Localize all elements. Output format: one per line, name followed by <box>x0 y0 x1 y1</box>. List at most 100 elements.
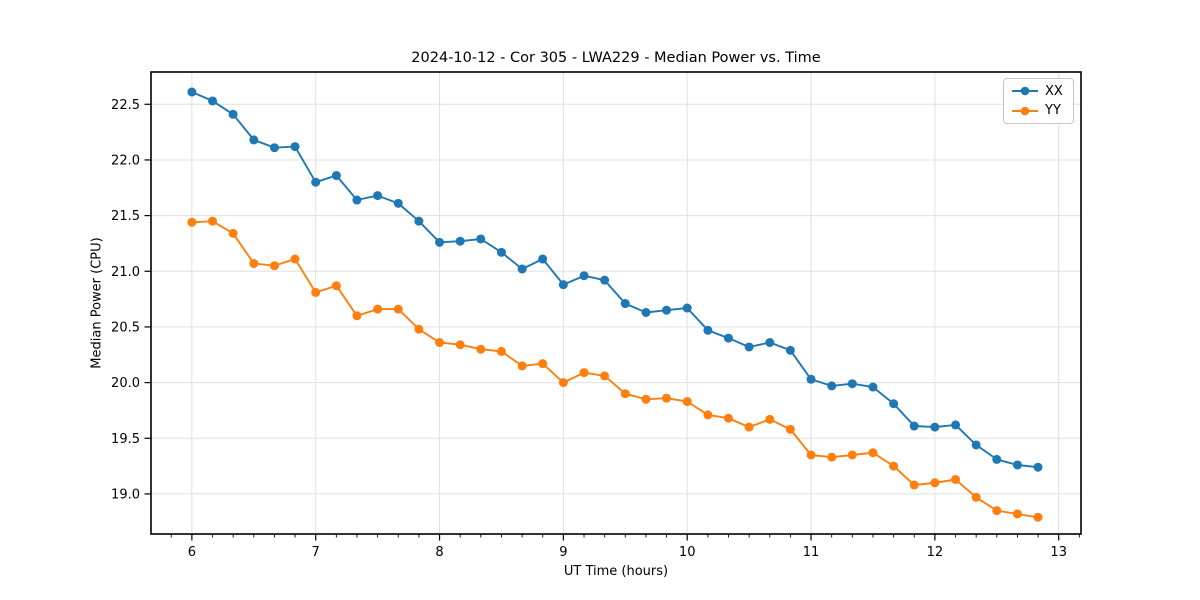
series-point-xx <box>951 420 961 430</box>
series-point-yy <box>620 389 630 399</box>
series-point-xx <box>352 195 362 205</box>
x-tick-label: 13 <box>1050 545 1067 560</box>
series-point-xx <box>847 379 857 389</box>
y-tick-label: 21.5 <box>111 209 140 224</box>
axes-frame <box>150 71 1082 535</box>
series-point-yy <box>600 371 610 381</box>
chart-title: 2024-10-12 - Cor 305 - LWA229 - Median P… <box>411 50 821 66</box>
y-tick-label: 20.5 <box>111 320 140 335</box>
series-point-yy <box>889 461 899 471</box>
legend-swatch-yy-icon <box>1012 106 1038 116</box>
series-point-xx <box>414 216 424 226</box>
series-point-yy <box>455 340 465 350</box>
series-point-yy <box>868 448 878 458</box>
x-tick-label: 7 <box>312 545 320 560</box>
series-point-yy <box>992 506 1002 516</box>
series-point-xx <box>930 422 940 432</box>
series-point-yy <box>951 474 961 484</box>
series-line-xx <box>191 91 1039 469</box>
series-point-xx <box>1012 460 1022 470</box>
series-point-yy <box>414 324 424 334</box>
series-point-yy <box>703 410 713 420</box>
series-point-yy <box>827 452 837 462</box>
series-point-xx <box>785 345 795 355</box>
series-point-xx <box>992 454 1002 464</box>
y-tick-label: 21.0 <box>111 265 140 280</box>
legend-swatch-xx-icon <box>1012 86 1038 96</box>
y-tick-label: 22.5 <box>111 98 140 113</box>
series-point-xx <box>827 381 837 391</box>
series-point-yy <box>785 424 795 434</box>
series-point-xx <box>208 96 218 106</box>
series-point-yy <box>723 413 733 423</box>
series-point-xx <box>620 299 630 309</box>
legend-item-xx: XX <box>1011 83 1066 100</box>
series-point-xx <box>723 333 733 343</box>
series-point-yy <box>1012 509 1022 519</box>
series-point-yy <box>558 378 568 388</box>
series-point-yy <box>909 480 919 490</box>
series-point-yy <box>765 414 775 424</box>
series-point-yy <box>806 450 816 460</box>
series-point-yy <box>476 344 486 354</box>
series-point-yy <box>373 304 383 314</box>
series-point-xx <box>744 342 754 352</box>
series-point-yy <box>496 346 506 356</box>
series-point-yy <box>744 422 754 432</box>
series-point-xx <box>373 191 383 201</box>
series-point-xx <box>228 109 238 119</box>
legend-label-yy: YY <box>1045 103 1061 119</box>
series-point-xx <box>538 254 548 264</box>
x-tick-label: 10 <box>679 545 696 560</box>
series-point-xx <box>496 247 506 257</box>
legend: XX YY <box>1003 78 1074 124</box>
series-point-xx <box>269 143 279 153</box>
series-point-xx <box>290 142 300 152</box>
series-point-xx <box>889 399 899 409</box>
series-point-yy <box>579 368 589 378</box>
x-tick-label: 8 <box>435 545 443 560</box>
series-point-xx <box>311 177 321 187</box>
series-point-yy <box>1033 512 1043 522</box>
series-point-yy <box>517 361 527 371</box>
series-point-xx <box>249 135 259 145</box>
y-tick-label: 20.0 <box>111 376 140 391</box>
series-point-yy <box>331 281 341 291</box>
series-point-yy <box>249 258 259 268</box>
series-point-yy <box>352 311 362 321</box>
series-point-xx <box>517 264 527 274</box>
series-point-yy <box>393 304 403 314</box>
series-point-xx <box>1033 462 1043 472</box>
series-point-xx <box>393 198 403 208</box>
y-tick-label: 22.0 <box>111 153 140 168</box>
series-point-xx <box>765 338 775 348</box>
series-point-yy <box>311 287 321 297</box>
series-point-yy <box>269 261 279 271</box>
series-point-xx <box>971 440 981 450</box>
series-point-yy <box>538 359 548 369</box>
series-line-yy <box>191 220 1039 519</box>
y-axis-label: Median Power (CPU) <box>89 237 105 369</box>
series-point-yy <box>971 492 981 502</box>
x-tick-label: 11 <box>803 545 820 560</box>
x-tick-label: 12 <box>927 545 944 560</box>
y-tick-label: 19.5 <box>111 432 140 447</box>
series-point-yy <box>847 450 857 460</box>
series-point-yy <box>930 478 940 488</box>
series-point-xx <box>868 382 878 392</box>
series-point-yy <box>290 254 300 264</box>
series-point-yy <box>435 338 445 348</box>
series-point-xx <box>909 421 919 431</box>
series-point-yy <box>641 394 651 404</box>
series-point-xx <box>641 307 651 317</box>
series-point-xx <box>476 234 486 244</box>
series-point-xx <box>455 236 465 246</box>
legend-item-yy: YY <box>1011 103 1066 120</box>
series-point-xx <box>806 374 816 384</box>
series-point-xx <box>662 305 672 315</box>
series-point-xx <box>600 275 610 285</box>
series-point-xx <box>435 237 445 247</box>
x-axis-label: UT Time (hours) <box>563 564 669 579</box>
